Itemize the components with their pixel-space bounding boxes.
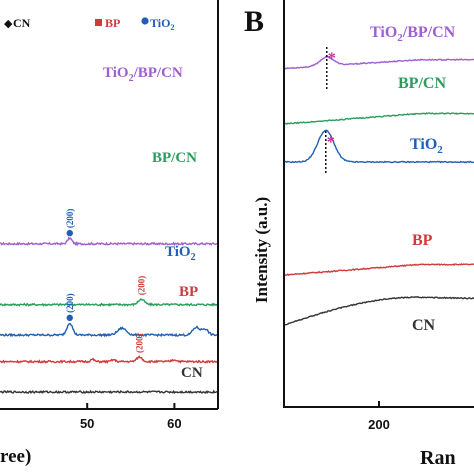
series-line (0, 322, 219, 338)
series-label-main: TiO (410, 136, 437, 153)
legend: ◆ CN BP TiO2 (4, 16, 174, 32)
plot-frame-b (283, 0, 474, 408)
series-label: TiO2/BP/CN (370, 24, 456, 44)
peak-annotations-a: (200) (200) (200) (200) (65, 209, 147, 353)
series-label: BP (179, 284, 198, 300)
series-label-main: BP/CN (398, 75, 446, 92)
series-label-main: TiO (370, 24, 397, 41)
legend-marker-tio2 (141, 17, 149, 25)
series-line (283, 55, 474, 70)
series-label-main: BP (412, 232, 433, 249)
series-label-main: BP/CN (152, 150, 197, 166)
peak-annotation: (200) (136, 276, 146, 296)
peak-annotation: (200) (65, 293, 75, 313)
legend-label-cn: CN (13, 16, 31, 30)
legend-marker-bp (95, 19, 102, 26)
series-label-sub: 2 (397, 32, 403, 44)
peak-marker (66, 229, 73, 237)
series-label-main: TiO (165, 244, 191, 260)
series-line (283, 296, 474, 326)
series-label-sub: 2 (129, 73, 134, 84)
series-lines-b (283, 55, 474, 326)
series-label: BP/CN (398, 75, 446, 92)
series-label: TiO2 (165, 244, 196, 263)
peak-annotation: * (328, 50, 336, 67)
y-axis-label-b: Intensity (a.u.) (252, 197, 271, 303)
series-line (0, 389, 219, 395)
axes-a: 50 60 ree) (0, 0, 219, 467)
peak-annotation: * (327, 134, 335, 151)
x-axis-label-b: Ran (420, 447, 456, 469)
series-label-main: CN (181, 365, 203, 381)
x-axis-label-a: ree) (0, 446, 31, 467)
series-label: BP/CN (152, 150, 197, 166)
series-label: TiO2/BP/CN (103, 65, 183, 84)
series-line (0, 298, 219, 307)
series-line (283, 263, 474, 277)
peak-annotations-b: ** (325, 47, 336, 173)
series-label: BP (412, 232, 433, 249)
peak-annotation: (200) (135, 334, 145, 354)
series-label: CN (181, 365, 203, 381)
series-label-main: TiO (103, 65, 129, 81)
series-label-main: CN (412, 317, 436, 334)
series-line (0, 355, 219, 364)
series-line (283, 112, 474, 125)
legend-label-tio2-main: TiO (150, 16, 170, 30)
series-lines-a (0, 236, 219, 395)
legend-label-bp: BP (105, 16, 120, 30)
series-line (283, 129, 474, 164)
series-label-tail: /BP/CN (402, 24, 456, 41)
legend-marker-cn: ◆ (4, 18, 13, 30)
x-tick-label: 50 (80, 416, 94, 431)
axes-b: 200 Ran (283, 0, 474, 469)
series-label-tail: /BP/CN (133, 65, 183, 81)
series-label-sub: 2 (191, 252, 196, 263)
legend-label-tio2-sub: 2 (170, 23, 174, 32)
series-label: TiO2 (410, 136, 443, 156)
series-line (0, 236, 219, 247)
series-label: CN (412, 317, 436, 334)
legend-label-tio2: TiO2 (150, 16, 174, 32)
peak-marker (66, 314, 73, 322)
x-tick-label: 200 (368, 417, 390, 432)
series-label-main: BP (179, 284, 198, 300)
series-label-sub: 2 (437, 144, 443, 156)
x-tick-label: 60 (167, 416, 181, 431)
peak-annotation: (200) (65, 209, 75, 229)
panel-b-raman: B Intensity (a.u.) ** TiO2/BP/CNBP/CNTiO… (244, 0, 474, 469)
panel-letter-b: B (244, 5, 264, 38)
panel-a-xrd: ◆ CN BP TiO2 (200)(200)(200)(200) TiO2/B… (0, 0, 219, 467)
